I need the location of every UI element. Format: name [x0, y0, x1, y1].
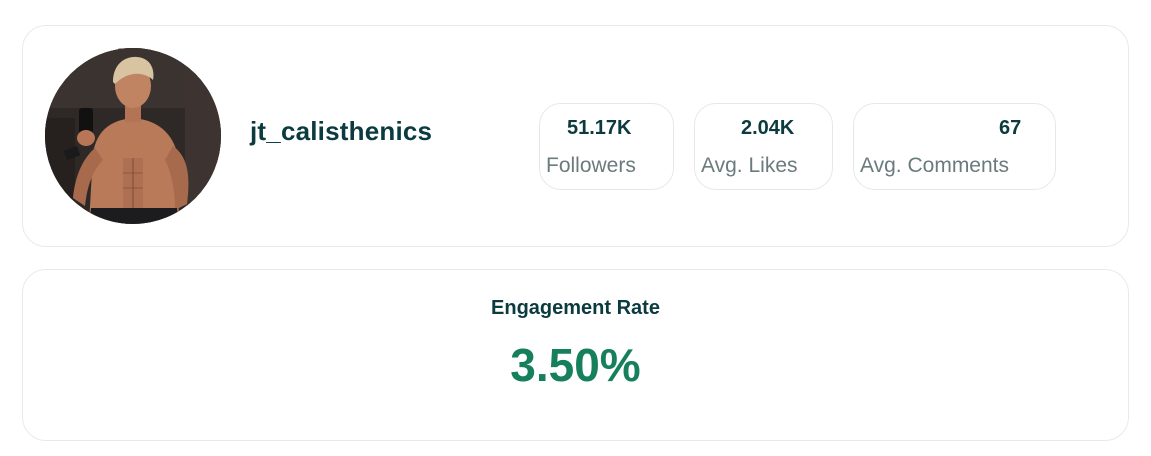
avg-comments-label: Avg. Comments [860, 154, 1009, 177]
avg-likes-value: 2.04K [741, 117, 795, 139]
avg-comments-value: 67 [999, 117, 1022, 139]
avg-likes-stat: 2.04K Avg. Likes [694, 103, 833, 190]
profile-card: jt_calisthenics 51.17K Followers 2.04K A… [22, 25, 1129, 247]
avatar-photo [45, 48, 221, 224]
engagement-value: 3.50% [510, 339, 641, 391]
followers-value: 51.17K [567, 117, 632, 139]
avg-comments-stat: 67 Avg. Comments [853, 103, 1056, 190]
followers-stat: 51.17K Followers [539, 103, 674, 190]
engagement-card: Engagement Rate 3.50% [22, 269, 1129, 441]
username[interactable]: jt_calisthenics [250, 116, 433, 146]
followers-label: Followers [546, 154, 636, 177]
avg-likes-label: Avg. Likes [701, 154, 798, 177]
engagement-title: Engagement Rate [491, 297, 660, 319]
avatar[interactable] [45, 48, 221, 224]
